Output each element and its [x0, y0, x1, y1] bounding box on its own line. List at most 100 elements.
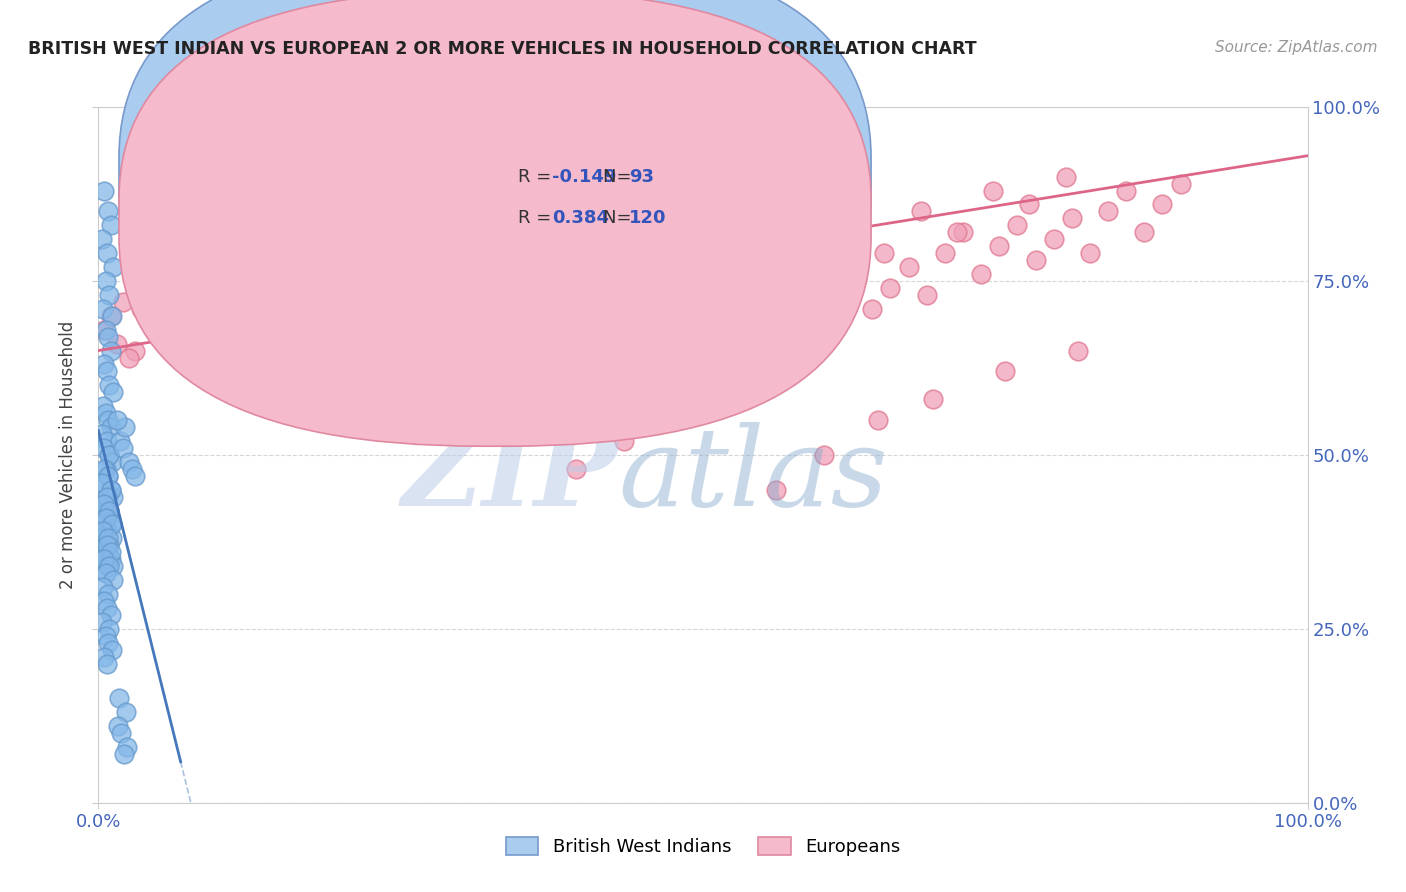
- Point: [553, 239, 575, 253]
- Point: [934, 246, 956, 260]
- Point: [91, 427, 114, 442]
- FancyBboxPatch shape: [456, 138, 703, 253]
- Point: [353, 246, 375, 260]
- Point: [734, 162, 756, 177]
- Point: [195, 267, 218, 281]
- Point: [179, 309, 201, 323]
- Point: [221, 246, 243, 260]
- Point: [101, 490, 124, 504]
- Point: [97, 329, 120, 343]
- Point: [668, 169, 690, 184]
- Point: [98, 288, 121, 302]
- Point: [245, 323, 267, 337]
- Point: [250, 260, 273, 274]
- Point: [384, 225, 406, 239]
- Point: [800, 267, 823, 281]
- Point: [710, 219, 733, 233]
- Text: 93: 93: [630, 168, 654, 186]
- Point: [160, 316, 183, 330]
- Point: [94, 503, 117, 517]
- Point: [565, 462, 588, 476]
- Point: [96, 524, 118, 539]
- Point: [770, 219, 793, 233]
- Point: [97, 532, 120, 546]
- Point: [100, 642, 122, 657]
- Point: [437, 219, 460, 233]
- Point: [619, 197, 641, 211]
- Point: [91, 552, 114, 566]
- Point: [879, 281, 901, 295]
- Point: [540, 184, 562, 198]
- Point: [1133, 225, 1156, 239]
- Point: [101, 260, 124, 274]
- Text: R =: R =: [517, 168, 557, 186]
- Point: [94, 274, 117, 288]
- Point: [97, 468, 120, 483]
- Point: [100, 545, 122, 559]
- Point: [110, 726, 132, 740]
- Point: [101, 573, 124, 587]
- Point: [408, 301, 430, 316]
- Text: ZIP: ZIP: [402, 422, 619, 530]
- Point: [486, 225, 509, 239]
- Point: [981, 184, 1004, 198]
- Point: [91, 524, 114, 539]
- Point: [413, 239, 436, 253]
- Point: [108, 434, 131, 448]
- Text: -0.149: -0.149: [553, 168, 616, 186]
- Point: [124, 468, 146, 483]
- Point: [463, 274, 485, 288]
- Point: [716, 204, 738, 219]
- Point: [111, 294, 134, 309]
- Point: [214, 288, 236, 302]
- Point: [111, 441, 134, 455]
- Text: 0.384: 0.384: [553, 210, 609, 227]
- Point: [837, 211, 859, 226]
- Point: [456, 253, 478, 268]
- Point: [98, 448, 121, 462]
- Point: [450, 253, 472, 268]
- Point: [589, 219, 612, 233]
- Point: [93, 552, 115, 566]
- Point: [93, 323, 115, 337]
- Point: [342, 267, 364, 281]
- Point: [740, 190, 762, 204]
- Point: [100, 455, 122, 469]
- Point: [292, 246, 315, 260]
- Point: [789, 197, 811, 211]
- Point: [602, 177, 624, 191]
- Point: [190, 288, 212, 302]
- Point: [97, 413, 120, 427]
- Point: [108, 691, 131, 706]
- Point: [115, 706, 138, 720]
- Point: [395, 260, 418, 274]
- Y-axis label: 2 or more Vehicles in Household: 2 or more Vehicles in Household: [59, 321, 77, 589]
- Point: [1115, 184, 1137, 198]
- Point: [96, 246, 118, 260]
- Point: [232, 281, 254, 295]
- Point: [686, 190, 709, 204]
- Point: [426, 197, 449, 211]
- Point: [98, 448, 121, 462]
- Point: [226, 267, 249, 281]
- Point: [91, 532, 114, 546]
- Point: [510, 246, 533, 260]
- Point: [655, 211, 678, 226]
- Point: [94, 566, 117, 581]
- Point: [96, 559, 118, 574]
- Point: [94, 566, 117, 581]
- Point: [704, 378, 727, 392]
- Point: [347, 267, 370, 281]
- Point: [1042, 232, 1064, 246]
- Text: R =: R =: [517, 210, 557, 227]
- Point: [825, 316, 848, 330]
- Point: [752, 184, 775, 198]
- Text: atlas: atlas: [619, 422, 889, 530]
- Point: [112, 747, 135, 761]
- Point: [100, 420, 122, 434]
- Point: [1067, 343, 1090, 358]
- Point: [91, 517, 114, 532]
- Point: [897, 260, 920, 274]
- Point: [93, 497, 115, 511]
- Point: [100, 532, 122, 546]
